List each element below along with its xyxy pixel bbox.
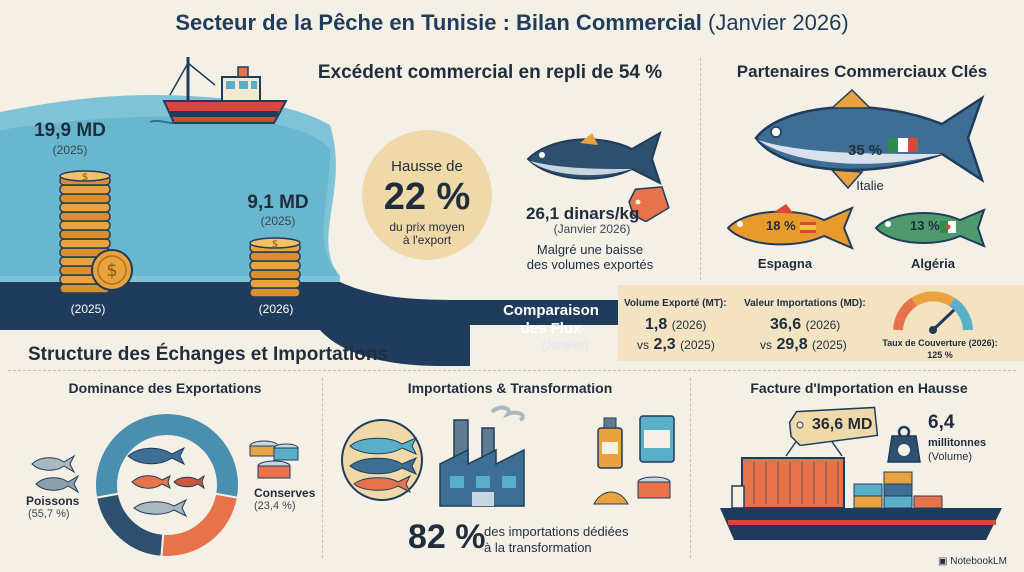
coverage-gauge-icon	[893, 291, 973, 334]
divider-top	[700, 58, 701, 280]
imports-2025-value: 29,8	[776, 336, 808, 353]
flux-panel	[618, 285, 1024, 361]
price-tag-icon	[628, 186, 670, 222]
stack-label-2026: (2026)	[258, 302, 294, 316]
volume-label: Volume Exporté (MT):	[624, 298, 727, 309]
volume-2025-year: (2025)	[680, 338, 715, 352]
coverage-value: 125 %	[927, 350, 953, 360]
imports-2026-value: 36,6	[770, 316, 802, 333]
volume-vs: vs	[637, 338, 649, 352]
partner-spain-fish-icon	[726, 204, 854, 250]
surplus-2025-value: 19,9 MD	[34, 120, 106, 141]
partner-algeria-fish-icon	[874, 208, 986, 248]
structure-title: Structure des Échanges et Importations	[28, 344, 389, 365]
flux-title-1: Comparaison	[503, 302, 599, 319]
fish-plate-icon	[341, 419, 423, 501]
partner-italy-share: 35 %	[848, 142, 883, 159]
coin-stack-2026-icon: $	[249, 237, 301, 298]
surplus-headline: Excédent commercial en repli de 54 %	[317, 62, 663, 83]
imports-title: Importations & Transformation	[407, 380, 613, 396]
divider-left	[322, 378, 323, 558]
title-period: (Janvier 2026)	[708, 10, 849, 35]
bill-tag-icon	[788, 406, 879, 446]
page-title: Secteur de la Pêche en Tunisie : Bilan C…	[0, 10, 1024, 36]
volume-2026: 1,8 (2026)	[645, 316, 706, 334]
svg-text:$: $	[106, 260, 117, 281]
imports-percent: 82 %	[408, 518, 486, 556]
volume-2025: vs 2,3 (2025)	[637, 336, 715, 354]
volume-2026-value: 1,8	[645, 316, 668, 333]
donut-fish-icons	[127, 446, 205, 518]
bill-title: Facture d'Importation en Hausse	[750, 380, 968, 396]
divider-right	[690, 378, 691, 558]
price-period: (Janvier 2026)	[553, 222, 631, 236]
price-desc-1: du prix moyen	[389, 220, 465, 234]
price-circle	[362, 130, 492, 260]
exports-donut-chart	[94, 412, 240, 558]
imports-desc-2: à la transformation	[484, 540, 592, 555]
price-value: 26,1 dinars/kg	[526, 204, 640, 223]
imports-label: Valeur Importations (MD):	[744, 298, 866, 309]
bill-tag-value: 36,6 MD	[812, 416, 873, 433]
imports-desc-1: des importations dédiées	[484, 524, 629, 539]
weight-icon	[887, 425, 921, 463]
price-lead: Hausse de	[391, 158, 463, 175]
partner-italy-name: Italie	[856, 178, 884, 193]
exports-fish-share: (55,7 %)	[28, 508, 70, 520]
brand-logo-icon: ▣	[938, 556, 948, 567]
factory-icon	[439, 405, 525, 507]
bill-weight-sub: (Volume)	[928, 451, 973, 463]
price-desc-2: à l'export	[402, 233, 452, 247]
price-percent: 22 %	[383, 176, 471, 218]
footer-brand: ▣ NotebookLM	[938, 556, 1007, 567]
exports-canned-label: Conserves	[254, 486, 316, 500]
partner-algeria-share: 13 %	[910, 218, 940, 233]
imports-2026: 36,6 (2026)	[770, 316, 840, 334]
cans-icon	[249, 440, 299, 479]
partner-spain-share: 18 %	[766, 218, 796, 233]
coin-stack-2025-icon: $$	[59, 170, 133, 294]
imports-2025: vs 29,8 (2025)	[760, 336, 847, 354]
volume-2025-value: 2,3	[653, 336, 676, 353]
fish-pair-icon	[31, 454, 80, 494]
coverage-label: Taux de Couverture (2026):	[882, 338, 998, 348]
partners-title: Partenaires Commerciaux Clés	[736, 62, 988, 81]
processed-products-icon	[593, 415, 675, 505]
exports-fish-label: Poissons	[26, 494, 80, 508]
bill-weight-unit: millitonnes	[928, 437, 987, 449]
brand-name: NotebookLM	[950, 556, 1007, 567]
imports-2025-year: (2025)	[812, 338, 847, 352]
svg-text:$: $	[272, 239, 278, 250]
title-main: Secteur de la Pêche en Tunisie : Bilan C…	[175, 10, 702, 35]
exports-title: Dominance des Exportations	[68, 380, 262, 396]
partner-italy-fish-icon	[754, 88, 985, 190]
svg-text:$: $	[82, 172, 88, 183]
divider-bottom	[8, 370, 1016, 371]
fishing-boat-icon	[162, 57, 288, 124]
volume-2026-year: (2026)	[671, 318, 707, 332]
surplus-2026-value: 9,1 MD	[247, 192, 309, 213]
surplus-2025-year: (2025)	[52, 143, 88, 157]
flux-title-2: des Flux	[520, 320, 582, 337]
imports-vs: vs	[760, 338, 772, 352]
surplus-2026-year: (2025)	[260, 214, 296, 228]
partner-spain-name: Espagna	[757, 256, 813, 271]
price-note-1: Malgré une baisse	[536, 242, 644, 257]
stack-label-2025: (2025)	[70, 302, 106, 316]
price-note-2: des volumes exportés	[526, 257, 654, 272]
tuna-icon	[526, 130, 662, 185]
flux-period: (Janvier)	[541, 338, 589, 352]
imports-2026-year: (2026)	[805, 318, 841, 332]
bill-weight-value: 6,4	[928, 412, 955, 433]
partner-algeria-name: Algéria	[910, 256, 956, 271]
exports-canned-share: (23,4 %)	[254, 500, 296, 512]
